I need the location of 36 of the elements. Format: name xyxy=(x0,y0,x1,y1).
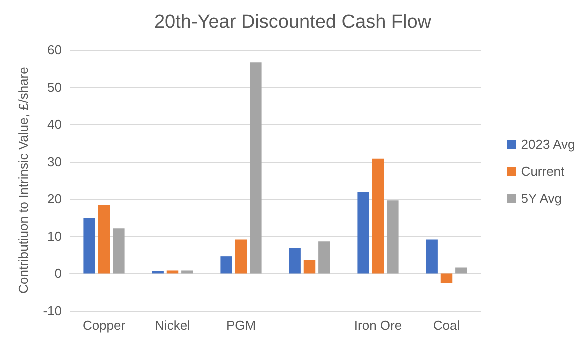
bar xyxy=(318,242,330,274)
y-tick-label: 30 xyxy=(48,154,62,170)
bar xyxy=(113,228,125,274)
x-tick-label: Iron Ore xyxy=(354,318,402,333)
x-tick-label: Nickel xyxy=(155,318,191,333)
y-axis-title: Contributiuon to Intrinsic Value, £/share xyxy=(16,67,31,294)
bar xyxy=(84,218,96,274)
bar xyxy=(358,192,370,274)
bar xyxy=(250,62,262,274)
bar xyxy=(440,274,453,284)
x-tick-label: PGM xyxy=(226,318,256,333)
bar xyxy=(98,205,110,274)
legend-label: 5Y Avg xyxy=(521,191,562,206)
bar xyxy=(387,200,399,274)
y-tick-label: 60 xyxy=(48,42,62,58)
bar xyxy=(304,260,316,274)
bar xyxy=(182,270,194,274)
y-tick-label: 10 xyxy=(48,228,62,244)
bar xyxy=(456,268,468,274)
y-tick-label: 20 xyxy=(48,192,62,207)
legend-label: Current xyxy=(521,164,566,179)
bar xyxy=(166,270,179,274)
legend-label: 2023 Avg xyxy=(521,137,576,152)
bar xyxy=(152,271,164,274)
y-tick-label: 0 xyxy=(54,266,62,282)
bar xyxy=(220,256,232,274)
y-tick-label: -10 xyxy=(43,304,62,318)
bar xyxy=(426,240,438,274)
bar xyxy=(289,248,301,274)
chart-title: 20th-Year Discounted Cash Flow xyxy=(154,12,432,33)
y-tick-label: 40 xyxy=(48,117,62,132)
x-tick-label: Copper xyxy=(82,318,126,333)
bar xyxy=(235,240,248,274)
bar xyxy=(372,158,384,274)
x-tick-label: Coal xyxy=(433,318,460,333)
y-tick-label: 50 xyxy=(48,80,62,95)
